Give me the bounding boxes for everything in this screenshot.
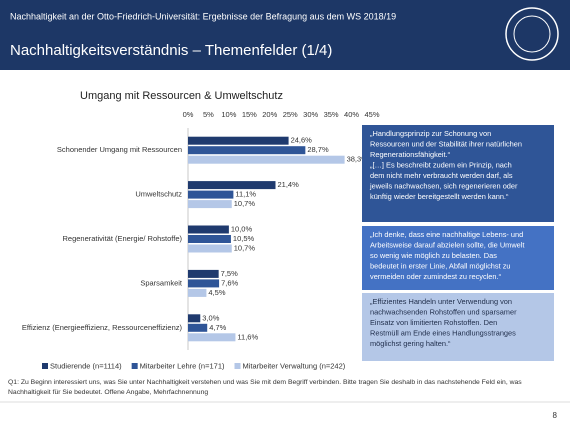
header-subtitle: Nachhaltigkeit an der Otto-Friedrich-Uni… bbox=[10, 11, 396, 21]
data-label: 4,7% bbox=[209, 323, 226, 332]
page-number: 8 bbox=[553, 411, 558, 420]
quote-line: „Ich denke, dass eine nachhaltige Lebens… bbox=[370, 230, 523, 239]
data-label: 10,7% bbox=[234, 243, 256, 252]
data-label: 21,4% bbox=[278, 180, 300, 189]
quote-line: Regenerationsfähigkeit.“ bbox=[370, 150, 451, 159]
bar bbox=[188, 333, 236, 342]
quote-line: künftig wieder bereitgestellt werden kan… bbox=[370, 192, 509, 201]
legend-swatch bbox=[42, 363, 48, 369]
data-label: 7,5% bbox=[221, 269, 238, 278]
data-label: 10,7% bbox=[234, 199, 256, 208]
category-label: Regenerativität (Energie/ Rohstoffe) bbox=[62, 234, 182, 243]
bar bbox=[188, 200, 232, 209]
quote-line: bedeutet in erster Linie, Abfall möglich… bbox=[370, 261, 511, 270]
quote-line: Arbeitsweise darauf abzielen sollte, die… bbox=[370, 240, 524, 249]
quote-line: „Handlungsprinzip zur Schonung von bbox=[370, 129, 491, 138]
quote-line: Restmüll am Ende eines Handlungsstranges bbox=[370, 328, 516, 337]
quote-line: so wenig wie möglich zu belasten. Das bbox=[370, 251, 497, 260]
footnote: Nachhaltigkeit für Sie bedeutet. Offene … bbox=[8, 389, 208, 396]
quote-line: möglichst gering halten.“ bbox=[370, 339, 451, 348]
x-tick-label: 5% bbox=[203, 110, 214, 119]
bar bbox=[188, 279, 220, 288]
seal-logo-inner bbox=[513, 15, 551, 53]
quote-line: „Effizientes Handeln unter Verwendung vo… bbox=[370, 297, 512, 306]
legend-label: Mitarbeiter Verwaltung (n=242) bbox=[243, 361, 346, 370]
x-tick-label: 15% bbox=[242, 110, 257, 119]
quote-line: Ressourcen und der Stabilität ihrer natü… bbox=[370, 139, 522, 148]
bar bbox=[188, 244, 232, 253]
bar bbox=[188, 136, 289, 145]
seal-logo bbox=[505, 7, 559, 61]
quote-box bbox=[362, 226, 554, 290]
x-tick-label: 0% bbox=[183, 110, 194, 119]
bar bbox=[188, 225, 229, 234]
quote-line: dem nicht mehr verbraucht werden darf, a… bbox=[370, 171, 513, 180]
bar bbox=[188, 314, 201, 323]
bar bbox=[188, 323, 208, 332]
bar bbox=[188, 288, 207, 297]
x-tick-label: 35% bbox=[324, 110, 339, 119]
data-label: 11,1% bbox=[235, 190, 256, 199]
quote-line: Einsatz von limitierten Rohstoffen. Den bbox=[370, 318, 497, 327]
quote-line: „[…] Es beschreibt zudem ein Prinzip, na… bbox=[370, 160, 512, 169]
bar bbox=[188, 235, 231, 243]
data-label: 38,3% bbox=[347, 155, 369, 164]
quote-line: nachwachsenden Rohstoffen und sparsamer bbox=[370, 307, 517, 316]
legend-label: Mitarbeiter Lehre (n=171) bbox=[140, 361, 225, 370]
bar bbox=[188, 181, 276, 190]
bar bbox=[188, 190, 234, 199]
header-title: Nachhaltigkeitsverständnis – Themenfelde… bbox=[10, 42, 332, 59]
x-tick-label: 10% bbox=[221, 110, 236, 119]
chart-title: Umgang mit Ressourcen & Umweltschutz bbox=[80, 90, 283, 102]
data-label: 4,5% bbox=[208, 288, 225, 297]
category-label: Schonender Umgang mit Ressourcen bbox=[57, 145, 182, 154]
legend-label: Studierende (n=1114) bbox=[50, 361, 122, 370]
bar bbox=[188, 269, 219, 278]
data-label: 28,7% bbox=[307, 145, 329, 154]
data-label: 10,0% bbox=[231, 224, 253, 233]
data-label: 7,6% bbox=[221, 278, 238, 287]
category-label: Umweltschutz bbox=[135, 190, 182, 199]
bar bbox=[188, 155, 345, 164]
x-tick-label: 25% bbox=[283, 110, 298, 119]
bar bbox=[188, 146, 306, 155]
legend-swatch bbox=[131, 363, 138, 369]
footnote: Q1: Zu Beginn interessiert uns, was Sie … bbox=[8, 379, 522, 386]
x-tick-label: 45% bbox=[364, 110, 379, 119]
quote-line: vermeiden oder zumindest zu recyclen.“ bbox=[370, 272, 502, 281]
data-label: 11,6% bbox=[237, 332, 258, 341]
header-bar bbox=[0, 0, 570, 70]
quote-line: jeweils nachwachsen, sich regenerieren o… bbox=[369, 181, 518, 190]
data-label: 10,5% bbox=[233, 234, 255, 243]
legend-swatch bbox=[234, 363, 241, 369]
category-label: Effizienz (Energieeffizienz, Ressourcene… bbox=[22, 323, 183, 332]
x-tick-label: 30% bbox=[303, 110, 318, 119]
data-label: 3,0% bbox=[202, 313, 219, 322]
x-tick-label: 40% bbox=[344, 110, 359, 119]
x-tick-label: 20% bbox=[262, 110, 277, 119]
data-label: 24,6% bbox=[291, 136, 313, 145]
quote-box bbox=[362, 125, 554, 222]
quote-box bbox=[362, 293, 554, 361]
category-label: Sparsamkeit bbox=[140, 278, 183, 287]
